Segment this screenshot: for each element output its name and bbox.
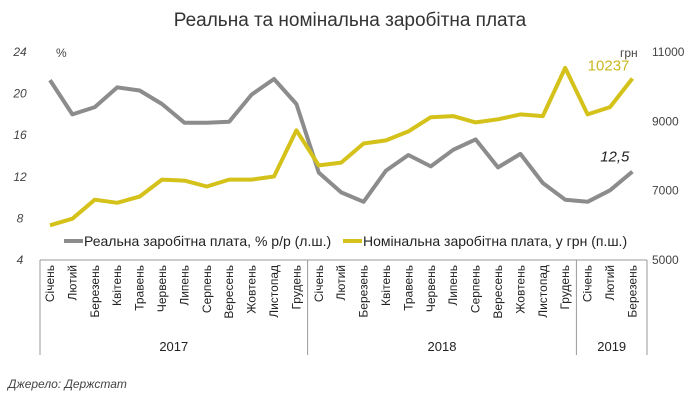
left-tick-label: 24 [12,45,27,59]
left-axis-unit: % [56,46,67,60]
real-wage-line [48,77,634,204]
month-label: Січень [43,265,57,302]
real-wage-end-label: 12,5 [600,149,630,166]
month-label: Липень [446,265,460,306]
month-label: Березень [88,265,102,318]
month-label: Червень [155,265,169,312]
month-label: Січень [312,265,326,302]
month-label: Грудень [289,265,303,310]
right-axis-unit: грн [620,46,638,60]
right-tick-label: 11000 [652,45,685,59]
nominal-wage-end-label: 10237 [588,57,630,74]
month-label: Липень [177,265,191,306]
month-label: Березень [625,265,639,318]
legend-label-real: Реальна заробітна плата, % р/р (л.ш.) [84,233,331,249]
legend-label-nominal: Номінальна заробітна плата, у грн (п.ш.) [363,233,627,249]
month-label: Жовтень [513,265,527,314]
chart-title: Реальна та номінальна заробітна плата [174,10,527,31]
month-label: Березень [357,265,371,318]
month-label: Січень [581,265,595,302]
month-label: Серпень [200,265,214,313]
right-tick-label: 5000 [652,253,679,267]
month-label: Серпень [469,265,483,313]
month-label: Червень [424,265,438,312]
right-tick-label: 9000 [652,114,679,128]
month-label: Вересень [222,265,236,319]
left-tick-label: 16 [13,128,27,142]
year-label: 2019 [597,339,626,354]
month-label: Квітень [110,265,124,306]
source-note: Джерело: Держстат [6,377,127,391]
month-label: Лютий [334,265,348,301]
month-label: Квітень [379,265,393,306]
left-tick-label: 20 [12,87,27,101]
month-label: Грудень [558,265,572,310]
year-label: 2017 [159,339,188,354]
month-label: Вересень [491,265,505,319]
left-tick-label: 12 [13,170,27,184]
month-label: Травень [133,265,147,311]
left-tick-label: 8 [17,211,24,225]
month-label: Жовтень [245,265,259,314]
month-label: Травень [401,265,415,311]
left-tick-label: 4 [17,253,24,267]
year-label: 2018 [428,339,457,354]
month-label: Листопад [267,265,281,318]
month-label: Лютий [603,265,617,301]
month-label: Листопад [536,265,550,318]
right-tick-label: 7000 [652,184,679,198]
month-label: Лютий [65,265,79,301]
